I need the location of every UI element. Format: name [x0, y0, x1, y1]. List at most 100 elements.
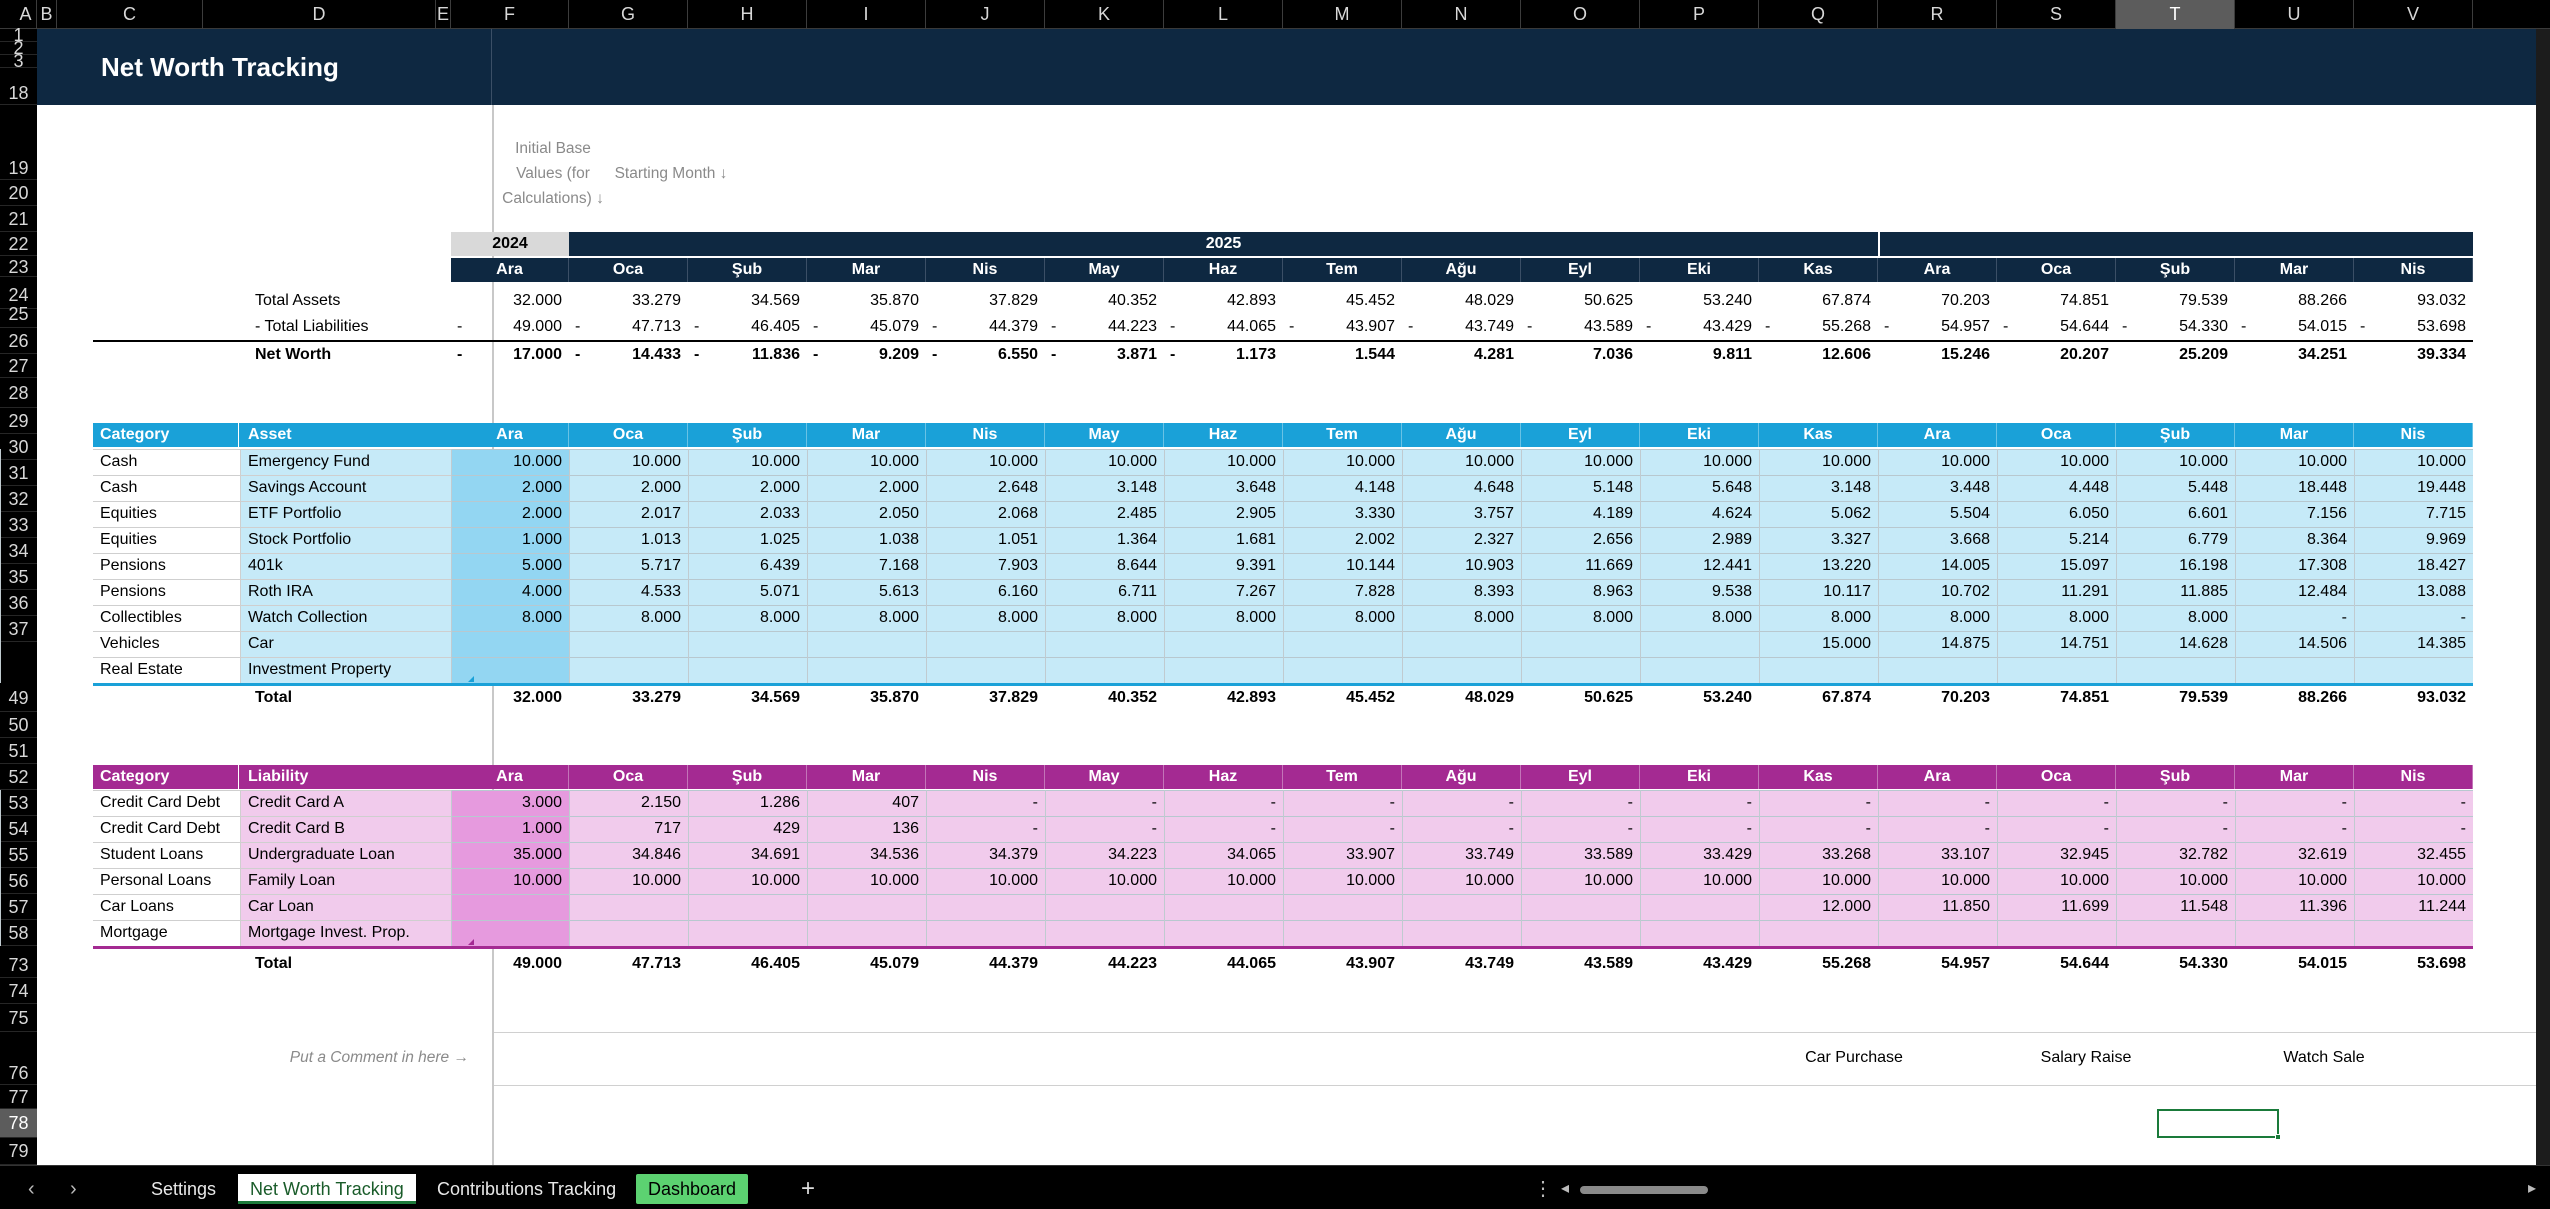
- comment-salary-raise[interactable]: Salary Raise: [2040, 1049, 2132, 1066]
- asset-row-value[interactable]: 2.656: [1592, 531, 1633, 548]
- liability-row-value[interactable]: [2235, 920, 2354, 946]
- liability-row-value[interactable]: [1402, 920, 1521, 946]
- row-header-28[interactable]: 28: [0, 378, 37, 408]
- liability-row-value[interactable]: [2354, 920, 2473, 946]
- active-cell-T78[interactable]: [2157, 1109, 2279, 1138]
- asset-row-value[interactable]: 15.097: [2060, 557, 2109, 574]
- row-header-75[interactable]: 75: [0, 1004, 37, 1032]
- asset-row-value[interactable]: 8.000: [1354, 609, 1395, 626]
- asset-row-value[interactable]: [1283, 657, 1402, 683]
- row-header-33[interactable]: 33: [0, 512, 37, 538]
- liability-row-value[interactable]: -: [1389, 794, 1395, 811]
- liability-row-value[interactable]: -: [1270, 820, 1276, 837]
- liability-row-value[interactable]: -: [1984, 794, 1990, 811]
- asset-row-value[interactable]: 8.364: [2306, 531, 2347, 548]
- liability-row-value[interactable]: -: [2341, 820, 2347, 837]
- liability-row-value[interactable]: 2.150: [640, 794, 681, 811]
- asset-row-value[interactable]: 3.148: [1830, 479, 1871, 496]
- asset-row-value[interactable]: 10.000: [2298, 453, 2347, 470]
- next-sheet-icon[interactable]: ›: [70, 1178, 77, 1200]
- liability-row-value[interactable]: [926, 894, 1045, 920]
- liability-row-value[interactable]: -: [2460, 794, 2466, 811]
- asset-row-value[interactable]: 18.448: [2298, 479, 2347, 496]
- liability-row-value[interactable]: 136: [892, 820, 919, 837]
- comment-watch-sale[interactable]: Watch Sale: [2283, 1049, 2365, 1066]
- liability-row-value[interactable]: [688, 920, 807, 946]
- asset-row-name[interactable]: Watch Collection: [248, 609, 368, 626]
- liability-row-value[interactable]: 10.000: [2179, 872, 2228, 889]
- liability-row-name[interactable]: Credit Card A: [248, 794, 345, 811]
- asset-row-value[interactable]: [1759, 657, 1878, 683]
- column-header-B[interactable]: B: [37, 0, 57, 29]
- asset-row-value[interactable]: 1.000: [521, 531, 562, 548]
- asset-row-value[interactable]: [1045, 631, 1164, 657]
- asset-row-value[interactable]: 2.068: [997, 505, 1038, 522]
- liability-row-value[interactable]: [1045, 920, 1164, 946]
- liability-row-value[interactable]: 33.107: [1941, 846, 1990, 863]
- column-header-H[interactable]: H: [688, 0, 807, 29]
- row-header-55[interactable]: 55: [0, 842, 37, 868]
- row-header-52[interactable]: 52: [0, 764, 37, 790]
- asset-row-value[interactable]: 5.062: [1830, 505, 1871, 522]
- fill-handle[interactable]: [2275, 1134, 2281, 1140]
- horizontal-scrollbar-thumb[interactable]: [1580, 1186, 1708, 1194]
- liability-row-value[interactable]: 11.548: [2180, 898, 2228, 915]
- row-header-49[interactable]: 49: [0, 684, 37, 712]
- asset-row-value[interactable]: 8.000: [640, 609, 681, 626]
- liability-row-value[interactable]: 10.000: [2298, 872, 2347, 889]
- column-header-I[interactable]: I: [807, 0, 926, 29]
- scroll-left-icon[interactable]: ◂: [1561, 1180, 1570, 1197]
- asset-row-value[interactable]: -: [2460, 609, 2466, 626]
- asset-row-value[interactable]: [569, 631, 688, 657]
- asset-row-value[interactable]: 5.448: [2187, 479, 2228, 496]
- asset-row-value[interactable]: -: [2341, 609, 2347, 626]
- row-header-24[interactable]: 24: [0, 282, 37, 309]
- liability-row-value[interactable]: -: [1270, 794, 1276, 811]
- asset-row-value[interactable]: 2.327: [1473, 531, 1514, 548]
- asset-row-value[interactable]: 5.071: [759, 583, 800, 600]
- asset-row-value[interactable]: 10.000: [632, 453, 681, 470]
- asset-row-value[interactable]: [1164, 657, 1283, 683]
- liability-row-value[interactable]: [451, 894, 569, 920]
- row-header-53[interactable]: 53: [0, 790, 37, 816]
- liability-row-value[interactable]: [1878, 920, 1997, 946]
- liability-row-value[interactable]: [807, 894, 926, 920]
- asset-row-value[interactable]: 10.000: [751, 453, 800, 470]
- asset-row-value[interactable]: 14.005: [1941, 557, 1990, 574]
- asset-row-value[interactable]: 7.156: [2306, 505, 2347, 522]
- asset-row-value[interactable]: 10.000: [513, 453, 562, 470]
- asset-row-value[interactable]: [1878, 657, 1997, 683]
- asset-row-value[interactable]: 8.000: [1949, 609, 1990, 626]
- asset-row-value[interactable]: 10.000: [2060, 453, 2109, 470]
- row-header-76[interactable]: 76: [0, 1032, 37, 1085]
- liability-row-value[interactable]: 3.000: [521, 794, 562, 811]
- liability-row-value[interactable]: 10.000: [1346, 872, 1395, 889]
- more-options-icon[interactable]: ⋮: [1533, 1178, 1553, 1200]
- asset-row-value[interactable]: 7.168: [878, 557, 919, 574]
- liability-row-value[interactable]: 10.000: [870, 872, 919, 889]
- asset-row-value[interactable]: 4.624: [1711, 505, 1752, 522]
- asset-row-value[interactable]: 12.441: [1703, 557, 1752, 574]
- liability-row-value[interactable]: [1640, 920, 1759, 946]
- asset-row-value[interactable]: [1402, 631, 1521, 657]
- asset-row-value[interactable]: 3.648: [1235, 479, 1276, 496]
- asset-row-value[interactable]: 2.033: [759, 505, 800, 522]
- asset-row-value[interactable]: [926, 631, 1045, 657]
- asset-row-name[interactable]: ETF Portfolio: [248, 505, 342, 522]
- column-header-R[interactable]: R: [1878, 0, 1997, 29]
- column-header-E[interactable]: E: [436, 0, 451, 29]
- liability-row-value[interactable]: -: [1746, 794, 1752, 811]
- asset-row-value[interactable]: 2.000: [640, 479, 681, 496]
- row-header-36[interactable]: 36: [0, 590, 37, 616]
- liability-row-value[interactable]: [569, 894, 688, 920]
- asset-row-value[interactable]: 13.220: [1822, 557, 1871, 574]
- asset-row-value[interactable]: 1.025: [759, 531, 800, 548]
- row-header-73[interactable]: 73: [0, 952, 37, 978]
- liability-row-value[interactable]: [2116, 920, 2235, 946]
- column-header-S[interactable]: S: [1997, 0, 2116, 29]
- row-header-74[interactable]: 74: [0, 978, 37, 1004]
- asset-row-value[interactable]: 8.000: [759, 609, 800, 626]
- asset-row-value[interactable]: 4.448: [2068, 479, 2109, 496]
- asset-row-value[interactable]: 14.628: [2179, 635, 2228, 652]
- prev-sheet-icon[interactable]: ‹: [28, 1178, 35, 1200]
